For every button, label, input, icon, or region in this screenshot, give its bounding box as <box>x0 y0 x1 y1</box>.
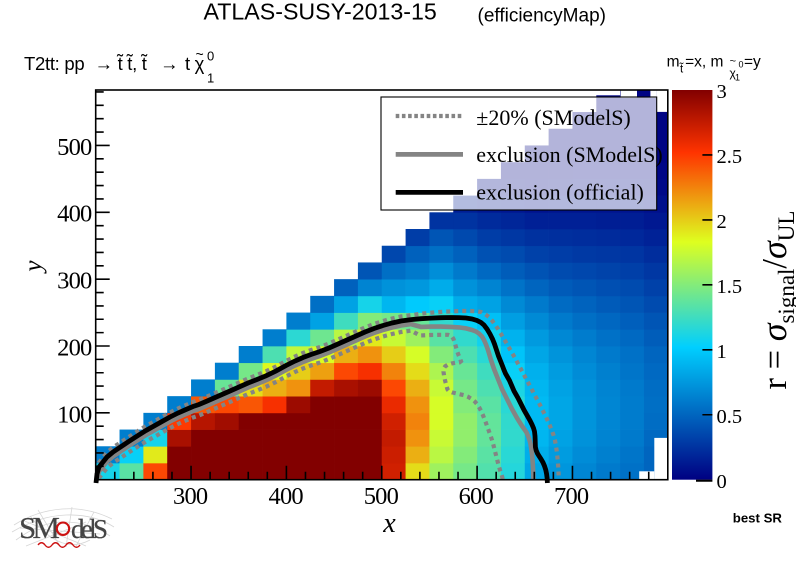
svg-text:3: 3 <box>717 81 727 103</box>
svg-text:400: 400 <box>57 201 92 228</box>
svg-text:1.5: 1.5 <box>717 276 743 298</box>
svg-text:0: 0 <box>739 60 744 70</box>
svg-text:=x, m: =x, m <box>685 54 723 71</box>
svg-text:y: y <box>20 260 47 275</box>
svg-text:→: → <box>95 53 113 74</box>
svg-text:T2tt: pp: T2tt: pp <box>24 53 84 74</box>
svg-text:2.5: 2.5 <box>717 146 743 168</box>
svg-text:0: 0 <box>717 471 727 493</box>
svg-text:±20% (SModelS): ±20% (SModelS) <box>476 105 630 130</box>
svg-text:200: 200 <box>57 334 92 361</box>
svg-text:delS: delS <box>71 514 108 544</box>
svg-text:300: 300 <box>173 483 208 510</box>
svg-text:1: 1 <box>207 71 214 86</box>
svg-text:2: 2 <box>717 211 727 233</box>
svg-text:600: 600 <box>459 483 494 510</box>
svg-text:300: 300 <box>57 268 92 295</box>
svg-text:t̃ t̃, t̃: t̃ t̃, t̃ <box>116 53 148 74</box>
svg-text:500: 500 <box>364 483 399 510</box>
svg-text:=y: =y <box>744 54 761 71</box>
svg-text:500: 500 <box>57 134 92 161</box>
svg-text:0.5: 0.5 <box>717 406 743 428</box>
svg-text:0: 0 <box>207 49 214 64</box>
svg-text:100: 100 <box>57 401 92 428</box>
svg-text:400: 400 <box>269 483 304 510</box>
svg-text:(efficiencyMap): (efficiencyMap) <box>478 6 606 27</box>
svg-text:t χ: t χ <box>185 53 205 74</box>
svg-text:ATLAS-SUSY-2013-15: ATLAS-SUSY-2013-15 <box>204 0 437 24</box>
svg-text:~: ~ <box>196 46 204 62</box>
svg-text:700: 700 <box>554 483 589 510</box>
svg-text:x: x <box>382 508 396 539</box>
svg-text:t̃: t̃ <box>679 63 684 76</box>
svg-text:SM: SM <box>19 510 60 545</box>
svg-text:1: 1 <box>717 341 727 363</box>
svg-text:m: m <box>667 54 680 71</box>
svg-text:χ: χ <box>730 66 737 80</box>
svg-text:1: 1 <box>735 73 740 83</box>
svg-text:exclusion (SModelS): exclusion (SModelS) <box>476 142 662 167</box>
svg-text:→: → <box>160 53 178 74</box>
svg-text:exclusion (official): exclusion (official) <box>476 180 644 205</box>
svg-text:best SR: best SR <box>733 510 783 525</box>
svg-text:~: ~ <box>730 56 736 68</box>
